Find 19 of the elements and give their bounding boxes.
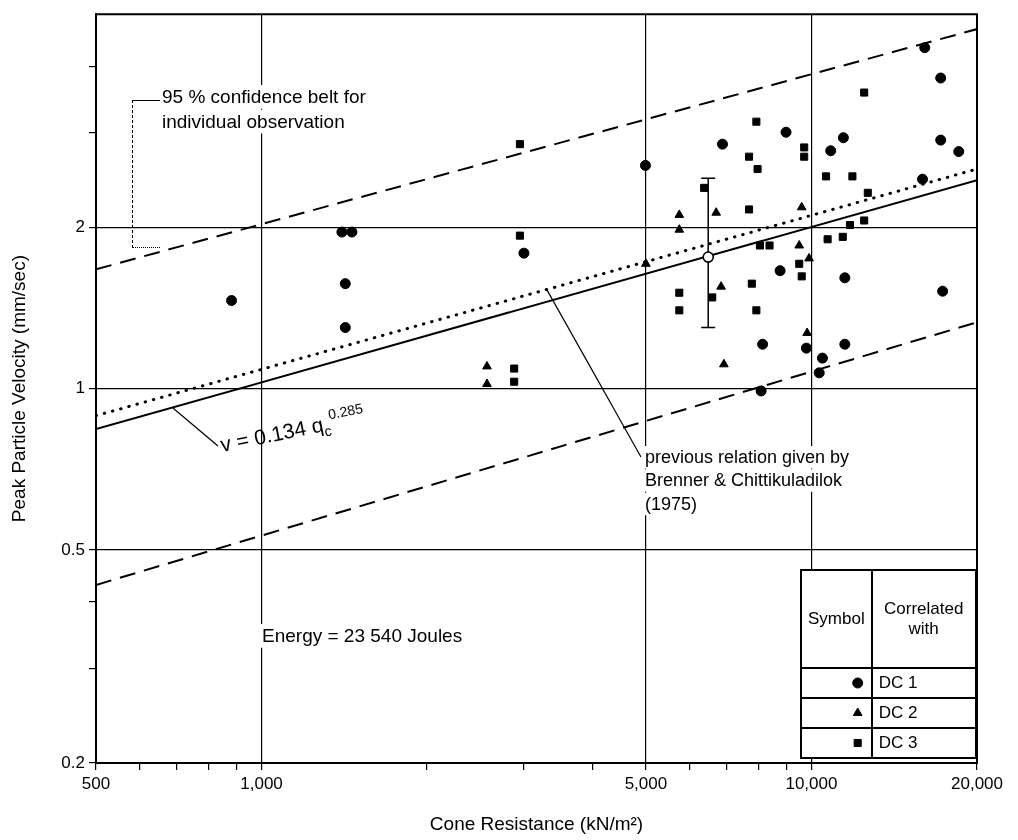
legend-label: DC 2 xyxy=(871,698,976,728)
x-tick-label: 1,000 xyxy=(240,773,283,793)
x-tick-label: 20,000 xyxy=(951,773,1003,793)
annotation: previous relation given by Brenner & Chittikuladilok (1975) xyxy=(645,447,850,514)
annotation: Symbol xyxy=(801,570,872,668)
y-tick-label: 0.2 xyxy=(61,752,85,772)
legend-label: DC 1 xyxy=(871,668,976,698)
y-tick-label: 1 xyxy=(75,378,85,398)
annotation: Energy = 23 540 Joules xyxy=(262,625,463,646)
annotation: 95 % confidence belt for individual observation xyxy=(162,86,367,132)
y-tick-label: 2 xyxy=(75,217,85,237)
x-tick-label: 5,000 xyxy=(624,773,668,793)
x-tick-label: 10,000 xyxy=(785,773,838,793)
x-tick-label: 500 xyxy=(81,773,111,793)
legend-label: DC 3 xyxy=(871,728,976,758)
y-axis-title: Peak Particle Velocity (mm/sec) xyxy=(7,255,29,523)
y-tick-label: 0.5 xyxy=(61,539,85,559)
x-axis-title: Cone Resistance (kN/m²) xyxy=(429,812,644,834)
legend-title: Correlated with xyxy=(871,570,976,668)
